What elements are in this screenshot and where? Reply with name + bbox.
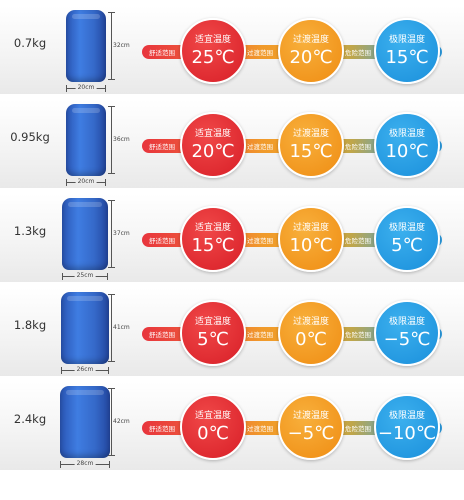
width-dimension-line: 28cm (60, 460, 110, 468)
height-label: 42cm (113, 418, 130, 425)
limit-temp-value: 15℃ (385, 47, 429, 68)
width-dimension-line: 20cm (66, 178, 106, 186)
suitable-temp-title: 适宜温度 (194, 411, 231, 421)
suitable-temp-title: 适宜温度 (194, 223, 231, 233)
transition-temp-value: 10℃ (289, 235, 333, 256)
suitable-temp-circle: 适宜温度 5℃ (180, 300, 246, 366)
sleeping-bag-image (62, 198, 108, 270)
height-dimension-line (108, 388, 115, 456)
transition-temp-value: 20℃ (289, 47, 333, 68)
transition-temp-value: 15℃ (289, 141, 333, 162)
suitable-temp-circle: 适宜温度 0℃ (180, 394, 246, 460)
limit-temp-title: 极限温度 (388, 317, 425, 327)
transition-range-label: 过渡范围 (247, 425, 273, 433)
sleeping-bag-image (66, 10, 106, 82)
limit-temp-circle: 极限温度 5℃ (374, 206, 440, 272)
limit-temp-value: 5℃ (391, 235, 423, 256)
height-dimension-line (108, 12, 115, 80)
height-label: 36cm (113, 136, 130, 143)
comfort-range-label: 舒适范围 (149, 331, 175, 339)
weight-label: 1.8kg (13, 318, 47, 332)
sleeping-bag-image (60, 386, 110, 458)
limit-temp-title: 极限温度 (388, 129, 425, 139)
transition-temp-circle: 过渡温度 −5℃ (278, 394, 344, 460)
sleeping-bag-image (61, 292, 109, 364)
transition-temp-title: 过渡温度 (292, 129, 329, 139)
suitable-temp-value: 20℃ (191, 141, 235, 162)
height-dimension-line (108, 200, 115, 268)
limit-temp-title: 极限温度 (388, 223, 425, 233)
weight-label: 0.7kg (13, 36, 47, 50)
transition-range-label: 过渡范围 (247, 331, 273, 339)
product-row: 0.7kg 32cm 20cm 舒适范围 过渡范围 危险范围 适宜温度 25℃ … (0, 4, 464, 98)
transition-range-label: 过渡范围 (247, 49, 273, 57)
width-dimension-line: 20cm (66, 84, 106, 92)
danger-range-label: 危险范围 (345, 237, 371, 245)
danger-range-label: 危险范围 (345, 425, 371, 433)
danger-range-label: 危险范围 (345, 49, 371, 57)
suitable-temp-title: 适宜温度 (194, 317, 231, 327)
limit-temp-title: 极限温度 (388, 411, 425, 421)
limit-temp-circle: 极限温度 −5℃ (374, 300, 440, 366)
limit-temp-value: −5℃ (383, 329, 431, 350)
comfort-range-label: 舒适范围 (149, 49, 175, 57)
product-row: 1.3kg 37cm 25cm 舒适范围 过渡范围 危险范围 适宜温度 15℃ … (0, 192, 464, 286)
width-dimension-line: 26cm (61, 366, 109, 374)
height-dimension-line (108, 106, 115, 174)
transition-range-label: 过渡范围 (247, 143, 273, 151)
limit-temp-circle: 极限温度 15℃ (374, 18, 440, 84)
suitable-temp-circle: 适宜温度 20℃ (180, 112, 246, 178)
transition-temp-title: 过渡温度 (292, 223, 329, 233)
transition-temp-circle: 过渡温度 0℃ (278, 300, 344, 366)
limit-temp-value: −10℃ (377, 423, 437, 444)
limit-temp-value: 10℃ (385, 141, 429, 162)
width-label: 20cm (75, 84, 97, 91)
width-label: 20cm (75, 178, 97, 185)
danger-range-label: 危险范围 (345, 143, 371, 151)
suitable-temp-circle: 适宜温度 15℃ (180, 206, 246, 272)
weight-label: 1.3kg (13, 224, 47, 238)
height-dimension-line (108, 294, 115, 362)
height-label: 41cm (113, 324, 130, 331)
transition-temp-circle: 过渡温度 10℃ (278, 206, 344, 272)
product-row: 1.8kg 41cm 26cm 舒适范围 过渡范围 危险范围 适宜温度 5℃ 过… (0, 286, 464, 380)
transition-temp-value: 0℃ (295, 329, 327, 350)
comfort-range-label: 舒适范围 (149, 237, 175, 245)
suitable-temp-title: 适宜温度 (194, 129, 231, 139)
transition-temp-circle: 过渡温度 20℃ (278, 18, 344, 84)
width-label: 28cm (74, 460, 96, 467)
transition-range-label: 过渡范围 (247, 237, 273, 245)
limit-temp-circle: 极限温度 10℃ (374, 112, 440, 178)
limit-temp-circle: 极限温度 −10℃ (374, 394, 440, 460)
suitable-temp-circle: 适宜温度 25℃ (180, 18, 246, 84)
transition-temp-value: −5℃ (287, 423, 335, 444)
suitable-temp-value: 5℃ (197, 329, 229, 350)
transition-temp-title: 过渡温度 (292, 411, 329, 421)
sleeping-bag-image (66, 104, 106, 176)
width-label: 25cm (74, 272, 96, 279)
suitable-temp-value: 25℃ (191, 47, 235, 68)
danger-range-label: 危险范围 (345, 331, 371, 339)
transition-temp-title: 过渡温度 (292, 317, 329, 327)
product-row: 2.4kg 42cm 28cm 舒适范围 过渡范围 危险范围 适宜温度 0℃ 过… (0, 380, 464, 474)
transition-temp-circle: 过渡温度 15℃ (278, 112, 344, 178)
height-label: 32cm (113, 42, 130, 49)
weight-label: 0.95kg (10, 130, 50, 144)
transition-temp-title: 过渡温度 (292, 35, 329, 45)
suitable-temp-value: 0℃ (197, 423, 229, 444)
limit-temp-title: 极限温度 (388, 35, 425, 45)
suitable-temp-title: 适宜温度 (194, 35, 231, 45)
suitable-temp-value: 15℃ (191, 235, 235, 256)
product-row: 0.95kg 36cm 20cm 舒适范围 过渡范围 危险范围 适宜温度 20℃… (0, 98, 464, 192)
comfort-range-label: 舒适范围 (149, 143, 175, 151)
width-label: 26cm (74, 366, 96, 373)
height-label: 37cm (113, 230, 130, 237)
comfort-range-label: 舒适范围 (149, 425, 175, 433)
width-dimension-line: 25cm (62, 272, 108, 280)
weight-label: 2.4kg (13, 412, 47, 426)
